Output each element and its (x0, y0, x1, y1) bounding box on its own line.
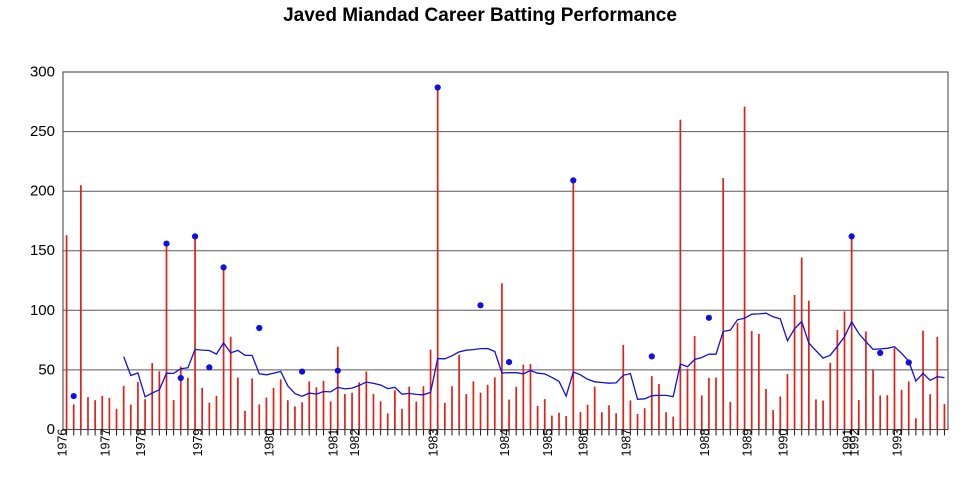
svg-text:250: 250 (30, 123, 55, 140)
svg-text:1976: 1976 (56, 429, 70, 457)
svg-text:1980: 1980 (262, 429, 276, 457)
svg-text:150: 150 (30, 242, 55, 259)
svg-text:1993: 1993 (891, 429, 905, 457)
svg-text:1992: 1992 (848, 429, 862, 457)
svg-text:1987: 1987 (619, 429, 633, 457)
svg-text:1983: 1983 (427, 429, 441, 457)
svg-text:1981: 1981 (327, 429, 341, 457)
svg-text:100: 100 (30, 302, 55, 319)
svg-text:1990: 1990 (776, 429, 790, 457)
svg-text:1985: 1985 (541, 429, 555, 457)
svg-text:1986: 1986 (577, 429, 591, 457)
svg-text:200: 200 (30, 183, 55, 200)
svg-text:300: 300 (30, 64, 55, 81)
svg-text:1989: 1989 (741, 429, 755, 457)
svg-text:1982: 1982 (348, 429, 362, 457)
svg-text:1984: 1984 (498, 429, 512, 457)
svg-text:1988: 1988 (698, 429, 712, 457)
svg-text:0: 0 (47, 421, 55, 438)
svg-text:1978: 1978 (134, 429, 148, 457)
svg-text:50: 50 (38, 361, 55, 378)
svg-text:1977: 1977 (98, 429, 112, 457)
svg-text:1979: 1979 (191, 429, 205, 457)
